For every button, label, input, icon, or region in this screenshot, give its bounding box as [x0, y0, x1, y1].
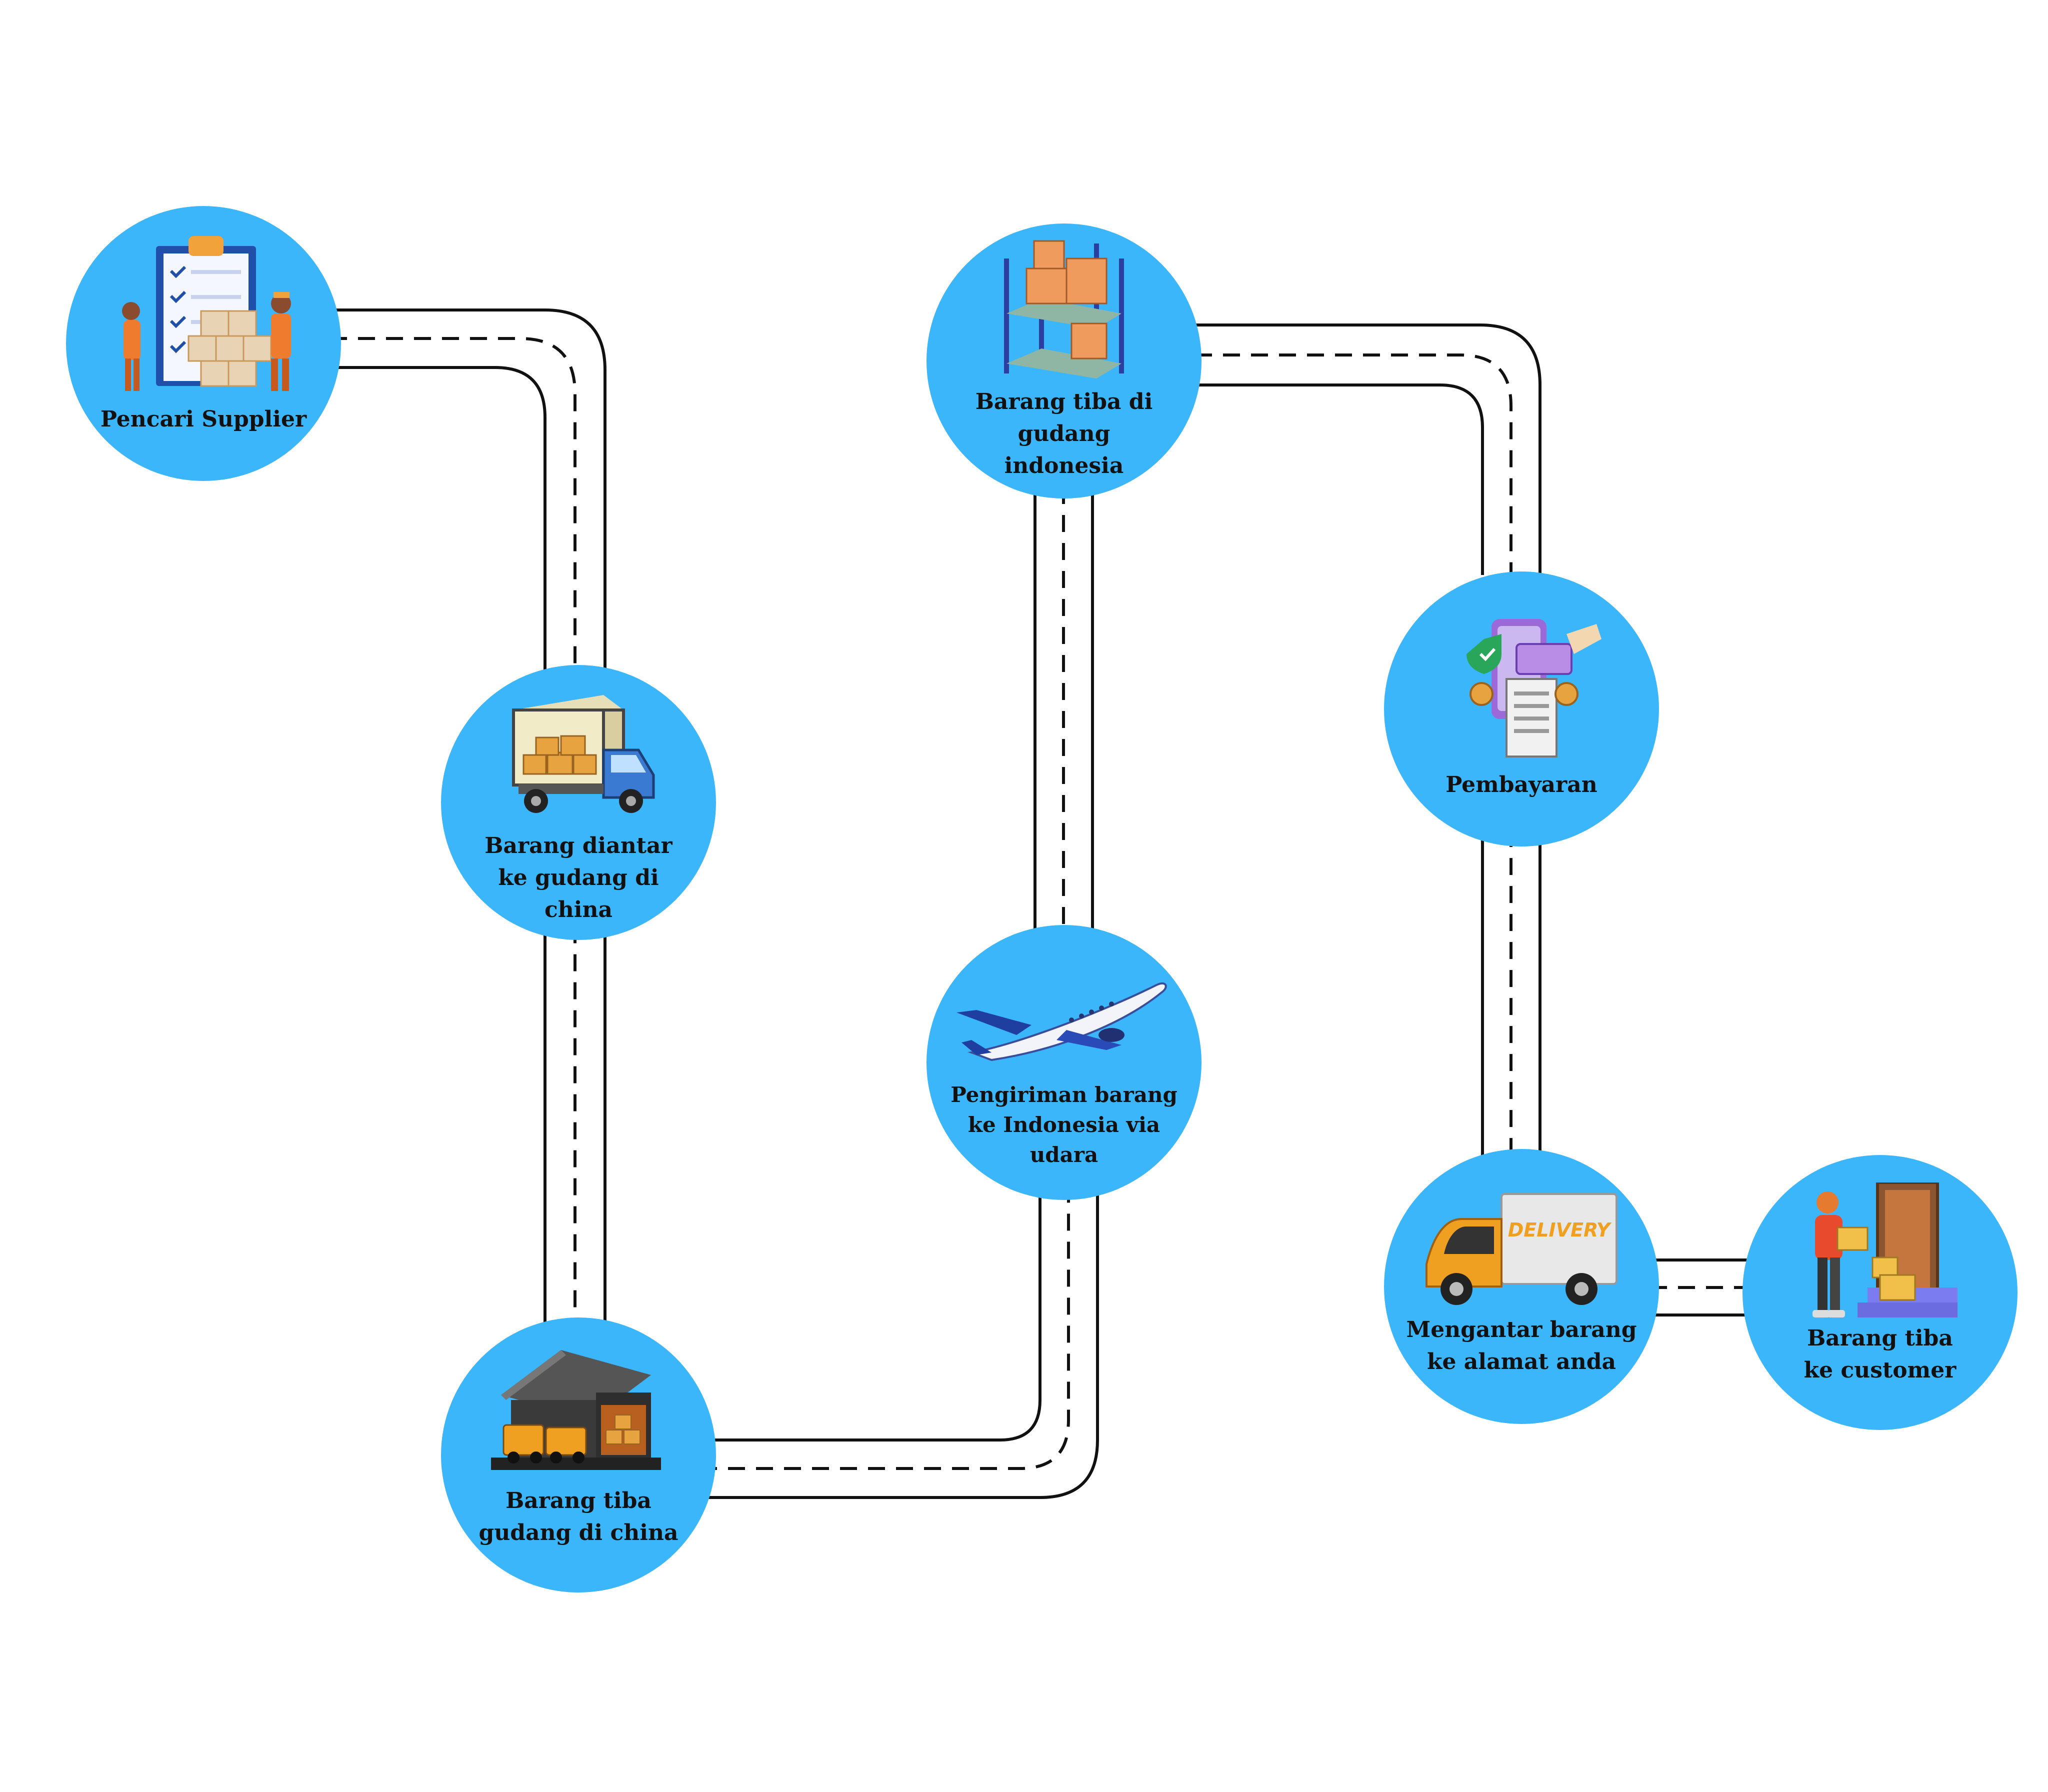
step-tiba-gudang-indonesia[interactable]: Barang tiba di gudang indonesia: [926, 224, 1202, 498]
road-2-edge-outer: [700, 1180, 1099, 1499]
step-label: Pembayaran: [1404, 769, 1639, 801]
label-line: Pengiriman barang: [950, 1082, 1178, 1107]
shelf-boxes-icon: [1004, 240, 1124, 378]
step-label: Pengiriman barang ke Indonesia via udara: [946, 1080, 1182, 1170]
road-4-edge-inner: [1195, 384, 1484, 575]
step-label: Pencari Supplier: [86, 404, 321, 436]
step-pengiriman-udara[interactable]: Pengiriman barang ke Indonesia via udara: [926, 925, 1202, 1200]
label-line: gudang di china: [478, 1520, 678, 1546]
step-pencari-supplier[interactable]: Pencari Supplier: [66, 206, 341, 481]
label-line: Barang tiba: [1807, 1326, 1953, 1351]
road-1-edge-inner: [330, 366, 546, 1350]
label-line: udara: [1030, 1142, 1098, 1167]
label-line: Barang diantar: [484, 833, 672, 858]
clipboard-workers-icon: [122, 236, 291, 391]
label-line: ke customer: [1804, 1358, 1956, 1383]
step-label: Mengantar barang ke alamat anda: [1404, 1314, 1639, 1378]
road-2-center-dash: [700, 1180, 1070, 1470]
road-4-center-dash: [1195, 354, 1512, 575]
label-line: ke gudang di china: [498, 865, 659, 922]
label-line: indonesia: [1004, 453, 1124, 478]
truck-boxes-icon: [512, 695, 655, 813]
courier-door-icon: [1812, 1182, 1958, 1318]
step-label: Barang tiba ke customer: [1762, 1322, 1998, 1386]
label-line: Mengantar barang: [1406, 1317, 1637, 1342]
road-4-edge-outer: [1195, 324, 1542, 575]
label-line: Pembayaran: [1446, 772, 1598, 798]
label-line: Barang tiba di gudang: [975, 389, 1153, 446]
step-pembayaran[interactable]: Pembayaran: [1384, 572, 1659, 846]
step-tiba-customer[interactable]: Barang tiba ke customer: [1742, 1155, 2018, 1430]
label-line: Barang tiba: [506, 1488, 652, 1514]
step-mengantar-alamat[interactable]: DELIVERY Mengantar barang ke alamat anda: [1384, 1149, 1659, 1424]
road-1-center-dash: [330, 337, 576, 1350]
step-label: Barang diantar ke gudang di china: [461, 830, 696, 926]
step-tiba-gudang-china[interactable]: Barang tiba gudang di china: [441, 1318, 716, 1592]
payment-icon: [1466, 619, 1602, 758]
step-label: Barang tiba di gudang indonesia: [946, 386, 1182, 482]
step-label: Barang tiba gudang di china: [461, 1485, 696, 1549]
airplane-icon: [956, 982, 1167, 1062]
step-diantar-gudang-china[interactable]: Barang diantar ke gudang di china: [441, 665, 716, 940]
van-delivery-text: DELIVERY: [1508, 1219, 1612, 1241]
road-1-edge-outer: [330, 308, 606, 1350]
road-2-edge-inner: [700, 1180, 1042, 1442]
label-line: ke alamat anda: [1426, 1349, 1616, 1374]
label-line: Pencari Supplier: [100, 406, 307, 432]
warehouse-trucks-icon: [491, 1350, 661, 1470]
label-line: ke Indonesia via: [968, 1112, 1160, 1137]
delivery-van-icon: DELIVERY: [1426, 1193, 1618, 1305]
